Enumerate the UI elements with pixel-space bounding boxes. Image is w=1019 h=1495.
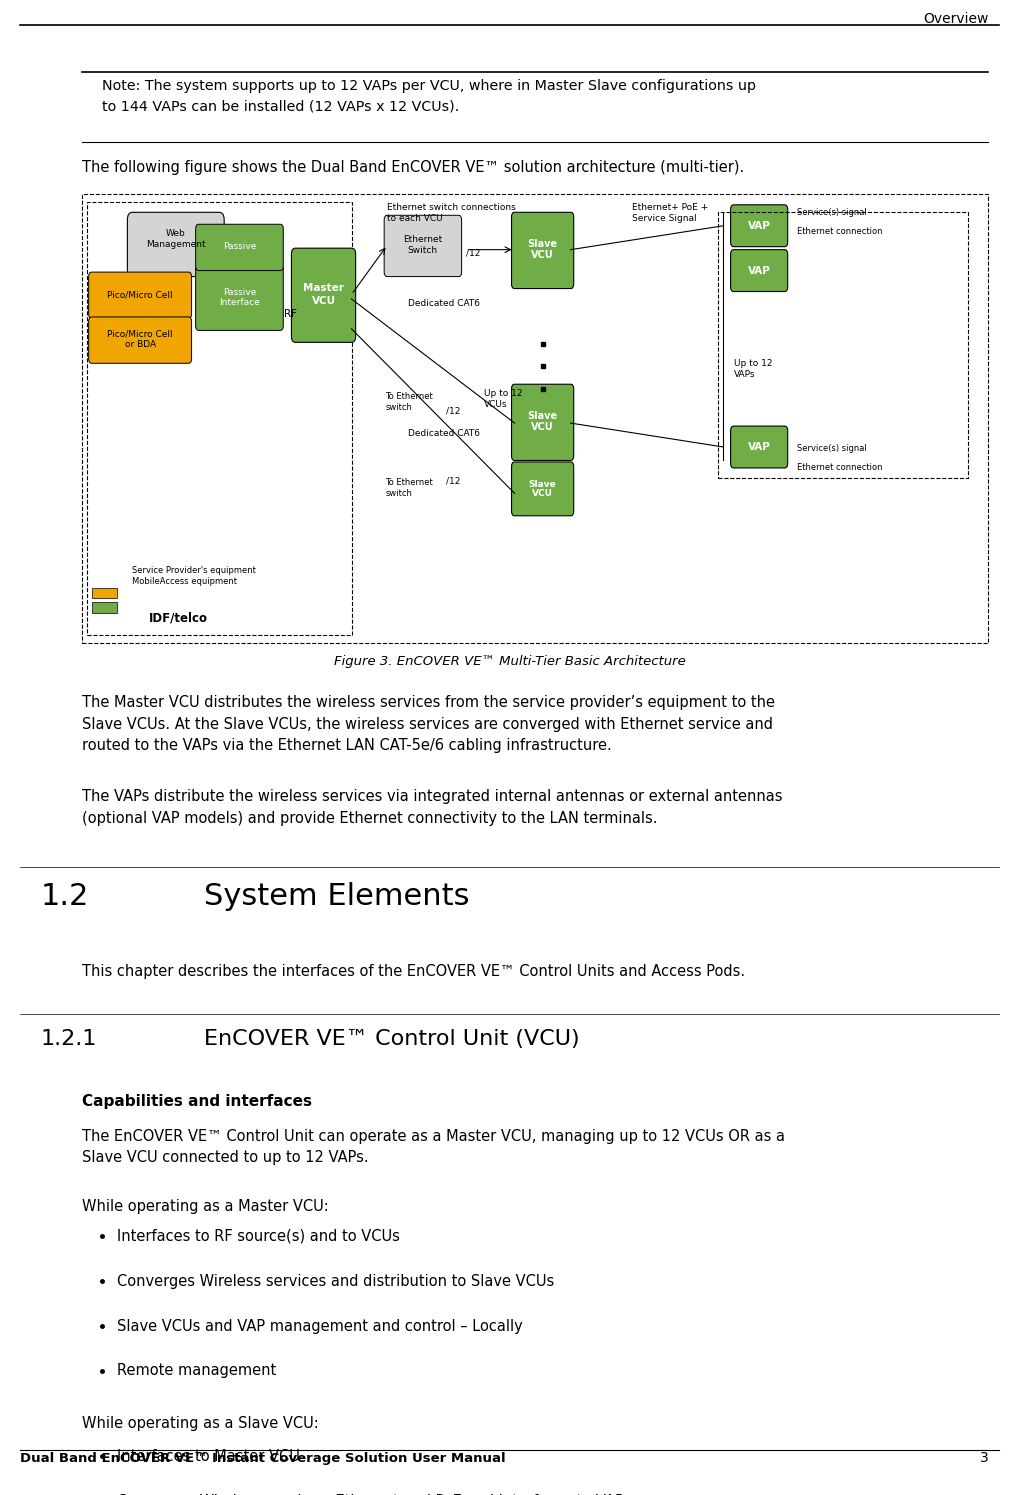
Text: /12: /12 xyxy=(466,248,480,257)
Text: EnCOVER VE™ Control Unit (VCU): EnCOVER VE™ Control Unit (VCU) xyxy=(204,1029,580,1048)
Text: Web
Management: Web Management xyxy=(146,229,206,250)
Text: Figure 3. EnCOVER VE™ Multi-Tier Basic Architecture: Figure 3. EnCOVER VE™ Multi-Tier Basic A… xyxy=(333,655,686,668)
Text: IDF/telco: IDF/telco xyxy=(149,611,208,625)
FancyBboxPatch shape xyxy=(512,212,574,289)
Text: Note: The system supports up to 12 VAPs per VCU, where in Master Slave configura: Note: The system supports up to 12 VAPs … xyxy=(102,79,756,114)
Text: Ethernet+ PoE +
Service Signal: Ethernet+ PoE + Service Signal xyxy=(632,203,708,223)
FancyBboxPatch shape xyxy=(127,212,224,277)
Text: 1.2.1: 1.2.1 xyxy=(41,1029,97,1048)
FancyBboxPatch shape xyxy=(89,317,192,363)
Text: Overview: Overview xyxy=(923,12,988,25)
Text: Remote management: Remote management xyxy=(117,1363,276,1378)
FancyBboxPatch shape xyxy=(731,205,788,247)
Text: VAP: VAP xyxy=(748,221,770,230)
Text: Pico/Micro Cell
or BDA: Pico/Micro Cell or BDA xyxy=(107,330,173,348)
Text: Passive: Passive xyxy=(223,242,256,251)
Text: Service(s) signal: Service(s) signal xyxy=(797,208,866,217)
Text: Slave
VCU: Slave VCU xyxy=(528,411,557,432)
Text: The VAPs distribute the wireless services via integrated internal antennas or ex: The VAPs distribute the wireless service… xyxy=(82,789,782,825)
Text: /12: /12 xyxy=(446,407,461,416)
Text: The Master VCU distributes the wireless services from the service provider’s equ: The Master VCU distributes the wireless … xyxy=(82,695,774,753)
Text: Ethernet connection: Ethernet connection xyxy=(797,463,882,472)
Text: Slave VCUs and VAP management and control – Locally: Slave VCUs and VAP management and contro… xyxy=(117,1319,523,1334)
Text: Up to 12
VAPs: Up to 12 VAPs xyxy=(734,359,772,378)
Text: Interfaces to Master VCU: Interfaces to Master VCU xyxy=(117,1449,300,1464)
Text: The EnCOVER VE™ Control Unit can operate as a Master VCU, managing up to 12 VCUs: The EnCOVER VE™ Control Unit can operate… xyxy=(82,1129,785,1165)
Text: Dual Band EnCOVER VE™ Instant Coverage Solution User Manual: Dual Band EnCOVER VE™ Instant Coverage S… xyxy=(20,1452,506,1465)
Text: Slave
VCU: Slave VCU xyxy=(528,239,557,260)
Text: Service(s) signal: Service(s) signal xyxy=(797,444,866,453)
Text: The following figure shows the Dual Band EnCOVER VE™ solution architecture (mult: The following figure shows the Dual Band… xyxy=(82,160,744,175)
Bar xyxy=(87,202,352,635)
Text: Ethernet
Switch: Ethernet Switch xyxy=(404,236,442,254)
Text: While operating as a Master VCU:: While operating as a Master VCU: xyxy=(82,1199,328,1214)
FancyBboxPatch shape xyxy=(196,265,283,330)
Text: Pico/Micro Cell: Pico/Micro Cell xyxy=(107,290,173,299)
Text: Passive
Interface: Passive Interface xyxy=(219,289,260,306)
Text: System Elements: System Elements xyxy=(204,882,470,910)
Bar xyxy=(92,602,117,613)
Text: RF: RF xyxy=(284,309,297,318)
Text: Service Provider's equipment
MobileAccess equipment: Service Provider's equipment MobileAcces… xyxy=(132,567,257,586)
Text: 3: 3 xyxy=(979,1452,988,1465)
FancyBboxPatch shape xyxy=(384,215,462,277)
Text: Slave
VCU: Slave VCU xyxy=(529,480,556,498)
FancyBboxPatch shape xyxy=(89,272,192,318)
Bar xyxy=(92,588,117,598)
Bar xyxy=(82,194,988,643)
Text: This chapter describes the interfaces of the EnCOVER VE™ Control Units and Acces: This chapter describes the interfaces of… xyxy=(82,964,745,979)
Text: Converges Wireless services, Ethernet and PoE and interfaces to VAPs: Converges Wireless services, Ethernet an… xyxy=(117,1494,632,1495)
Bar xyxy=(718,212,968,478)
Text: Capabilities and interfaces: Capabilities and interfaces xyxy=(82,1094,312,1109)
FancyBboxPatch shape xyxy=(512,462,574,516)
Text: /12: /12 xyxy=(446,477,461,486)
Text: Interfaces to RF source(s) and to VCUs: Interfaces to RF source(s) and to VCUs xyxy=(117,1229,400,1244)
FancyBboxPatch shape xyxy=(291,248,356,342)
FancyBboxPatch shape xyxy=(731,250,788,292)
FancyBboxPatch shape xyxy=(731,426,788,468)
Text: Ethernet switch connections
to each VCU: Ethernet switch connections to each VCU xyxy=(387,203,516,223)
FancyBboxPatch shape xyxy=(196,224,283,271)
Text: VAP: VAP xyxy=(748,443,770,451)
Text: Converges Wireless services and distribution to Slave VCUs: Converges Wireless services and distribu… xyxy=(117,1274,554,1289)
Text: Up to 12
VCUs: Up to 12 VCUs xyxy=(484,389,523,408)
Text: To Ethernet
switch: To Ethernet switch xyxy=(385,478,433,498)
Text: Master
VCU: Master VCU xyxy=(303,284,344,305)
Text: While operating as a Slave VCU:: While operating as a Slave VCU: xyxy=(82,1416,318,1431)
Text: Dedicated CAT6: Dedicated CAT6 xyxy=(408,429,480,438)
FancyBboxPatch shape xyxy=(512,384,574,460)
Text: 1.2: 1.2 xyxy=(41,882,89,910)
Text: VAP: VAP xyxy=(748,266,770,275)
Text: To Ethernet
switch: To Ethernet switch xyxy=(385,392,433,411)
Text: Dedicated CAT6: Dedicated CAT6 xyxy=(408,299,480,308)
Text: Ethernet connection: Ethernet connection xyxy=(797,227,882,236)
